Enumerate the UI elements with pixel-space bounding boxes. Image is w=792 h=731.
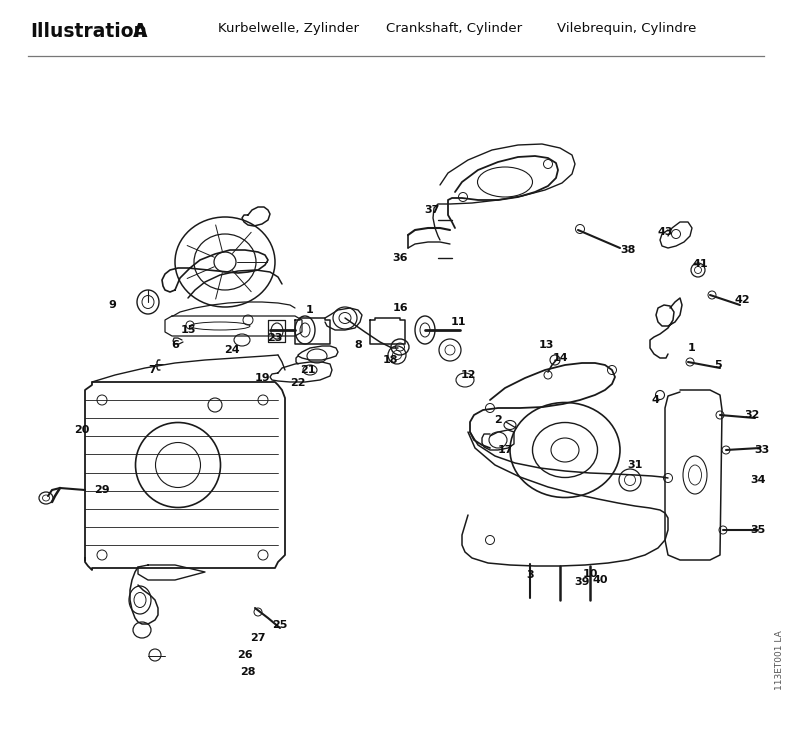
Text: 20: 20	[74, 425, 89, 435]
Text: 1: 1	[307, 305, 314, 315]
Text: 33: 33	[754, 445, 770, 455]
Text: 16: 16	[392, 303, 408, 313]
Text: Crankshaft, Cylinder: Crankshaft, Cylinder	[386, 22, 522, 35]
Text: 4: 4	[651, 395, 659, 405]
Text: 35: 35	[750, 525, 766, 535]
Text: 1: 1	[688, 343, 696, 353]
Text: 21: 21	[300, 365, 316, 375]
Text: Illustration: Illustration	[30, 22, 147, 41]
Text: 7: 7	[148, 365, 156, 375]
Text: 41: 41	[692, 259, 708, 269]
Text: 2: 2	[494, 415, 502, 425]
Text: 18: 18	[383, 355, 398, 365]
Text: 39: 39	[574, 577, 590, 587]
Text: Kurbelwelle, Zylinder: Kurbelwelle, Zylinder	[218, 22, 359, 35]
Text: 11: 11	[450, 317, 466, 327]
Text: 42: 42	[734, 295, 750, 305]
Text: 29: 29	[94, 485, 110, 495]
Text: 40: 40	[592, 575, 607, 585]
Text: 32: 32	[744, 410, 760, 420]
Text: Vilebrequin, Cylindre: Vilebrequin, Cylindre	[557, 22, 696, 35]
Text: 31: 31	[627, 460, 642, 470]
Text: 23: 23	[268, 333, 283, 343]
Text: 43: 43	[657, 227, 672, 237]
Text: 19: 19	[255, 373, 271, 383]
Text: 113ET001 LA: 113ET001 LA	[775, 630, 785, 690]
Text: 5: 5	[714, 360, 722, 370]
Text: 26: 26	[237, 650, 253, 660]
Text: 9: 9	[108, 300, 116, 310]
Text: 37: 37	[425, 205, 440, 215]
Text: 22: 22	[290, 378, 306, 388]
Text: 10: 10	[582, 569, 598, 579]
Text: A: A	[133, 22, 147, 41]
Text: 36: 36	[392, 253, 408, 263]
Text: 12: 12	[460, 370, 476, 380]
Text: 17: 17	[497, 445, 512, 455]
Text: 13: 13	[539, 340, 554, 350]
Text: 6: 6	[171, 340, 179, 350]
Text: 8: 8	[354, 340, 362, 350]
Text: 24: 24	[224, 345, 240, 355]
Text: 38: 38	[620, 245, 636, 255]
Text: 28: 28	[240, 667, 256, 677]
Text: 15: 15	[181, 325, 196, 335]
Text: 34: 34	[750, 475, 766, 485]
Text: 14: 14	[552, 353, 568, 363]
Text: 25: 25	[272, 620, 287, 630]
Text: 27: 27	[250, 633, 266, 643]
Text: 3: 3	[526, 570, 534, 580]
